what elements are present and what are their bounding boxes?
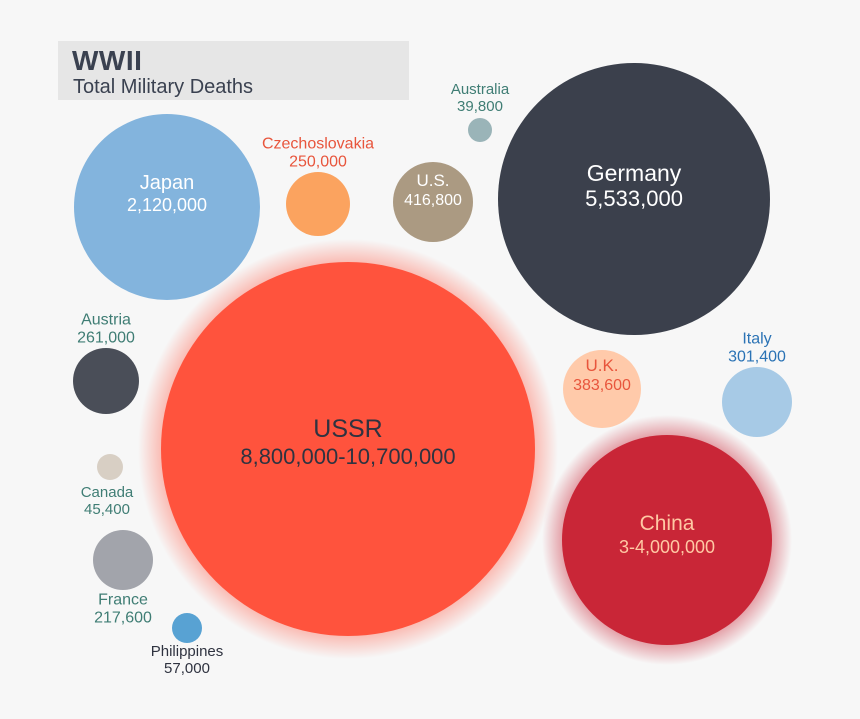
label-value-germany: 5,533,000	[585, 186, 683, 211]
label-name-canada: Canada	[81, 484, 134, 501]
chart-subtitle: Total Military Deaths	[73, 76, 254, 98]
label-name-china: China	[640, 512, 695, 535]
bubble-circle-canada	[97, 454, 123, 480]
bubble-circle-u-s	[393, 162, 473, 242]
bubble-circle-japan	[74, 114, 260, 300]
label-value-u-k: 383,600	[573, 377, 631, 394]
label-name-austria: Austria	[81, 311, 131, 328]
label-value-ussr: 8,800,000-10,700,000	[240, 444, 455, 469]
bubble-circle-austria	[73, 348, 139, 414]
label-value-italy: 301,400	[728, 348, 786, 365]
chart-title: WWII	[72, 45, 143, 76]
bubble-u-s: U.S. 416,800	[393, 162, 473, 242]
bubble-circle-italy	[722, 367, 792, 437]
bubble-circle-ussr	[161, 262, 535, 636]
label-name-u-k: U.K.	[585, 356, 618, 375]
bubble-circle-australia	[468, 118, 492, 142]
label-value-france: 217,600	[94, 609, 152, 626]
label-name-u-s: U.S.	[416, 171, 449, 190]
label-name-france: France	[98, 591, 148, 608]
bubble-circle-czechoslovakia	[286, 172, 350, 236]
title-box: WWII Total Military Deaths	[58, 41, 409, 100]
label-name-czechoslovakia: Czechoslovakia	[262, 135, 374, 152]
label-name-ussr: USSR	[313, 415, 382, 443]
bubble-circle-china	[562, 435, 772, 645]
label-name-philippines: Philippines	[151, 643, 224, 660]
label-name-germany: Germany	[587, 160, 682, 186]
label-value-australia: 39,800	[457, 98, 503, 115]
label-name-italy: Italy	[742, 330, 771, 347]
bubble-circle-germany	[498, 63, 770, 335]
bubble-u-k: U.K. 383,600	[563, 350, 641, 428]
label-value-japan: 2,120,000	[127, 195, 207, 215]
bubble-circle-france	[93, 530, 153, 590]
label-name-australia: Australia	[451, 81, 510, 98]
label-value-czechoslovakia: 250,000	[289, 153, 347, 170]
label-value-canada: 45,400	[84, 501, 130, 518]
label-value-austria: 261,000	[77, 329, 135, 346]
label-value-philippines: 57,000	[164, 660, 210, 677]
label-value-china: 3-4,000,000	[619, 537, 715, 557]
label-name-japan: Japan	[140, 172, 195, 194]
bubble-circle-philippines	[172, 613, 202, 643]
bubble-circle-u-k	[563, 350, 641, 428]
label-value-u-s: 416,800	[404, 192, 462, 209]
